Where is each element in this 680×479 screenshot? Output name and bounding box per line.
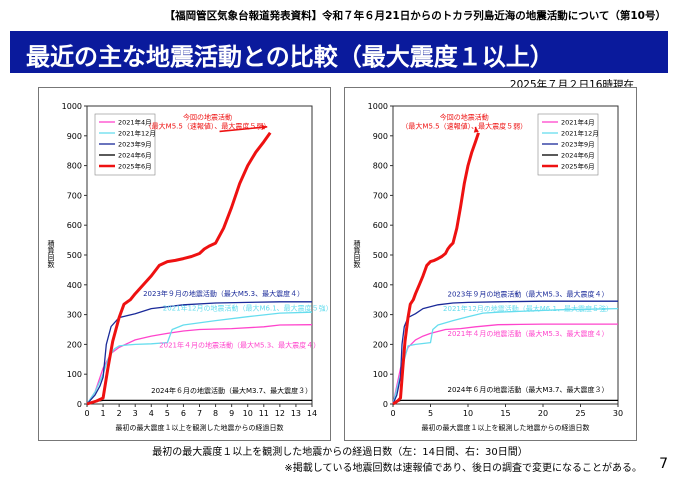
x-tick-label: 0 bbox=[390, 409, 395, 418]
legend-entry: 2021年4月 bbox=[118, 118, 152, 127]
annotation-text: 今回の地震活動 bbox=[183, 112, 232, 121]
x-tick-label: 4 bbox=[149, 409, 154, 418]
x-tick-label: 5 bbox=[428, 409, 433, 418]
x-tick-label: 5 bbox=[165, 409, 170, 418]
page-number: 7 bbox=[659, 456, 668, 472]
annotation-text: 2023年９月の地震活動（最大M5.3、最大震度４） bbox=[448, 290, 609, 299]
x-tick-label: 11 bbox=[259, 409, 269, 418]
series-line-2021年12月 bbox=[392, 307, 619, 405]
figure-caption: 最初の最大震度１以上を観測した地震からの経過日数（左：14日間、右：30日間） bbox=[152, 447, 528, 458]
legend-entry: 2025年6月 bbox=[118, 162, 152, 171]
y-tick-label: 1000 bbox=[368, 102, 388, 111]
legend-entry: 2025年6月 bbox=[561, 162, 595, 171]
y-tick-label: 200 bbox=[373, 340, 388, 349]
y-tick-label: 900 bbox=[373, 132, 388, 141]
annotation-text: 2021年４月の地震活動（最大M5.3、最大震度４） bbox=[159, 340, 320, 349]
x-tick-label: 10 bbox=[463, 409, 473, 418]
title-banner: 最近の主な地震活動との比較（最大震度１以上） bbox=[10, 31, 668, 73]
x-tick-label: 9 bbox=[229, 409, 234, 418]
chart-30-days: 0 100 200 300 400 500 600 700 800 900 1000 0 5 10 15 20… bbox=[353, 102, 623, 432]
annotation-text: 今回の地震活動 bbox=[440, 112, 489, 121]
y-tick-label: 500 bbox=[67, 251, 82, 260]
chart-panel-30-days: 0 100 200 300 400 500 600 700 800 900 1000 0 5 10 15 20… bbox=[344, 87, 637, 441]
x-tick-label: 0 bbox=[84, 409, 89, 418]
y-tick-label: 500 bbox=[373, 251, 388, 260]
x-tick-label: 2 bbox=[117, 409, 122, 418]
series-line-2025年6月 bbox=[86, 131, 272, 406]
x-axis-label: 最初の最大震度１以上を観測した地震からの経過日数 bbox=[422, 423, 590, 432]
y-tick-label: 700 bbox=[67, 191, 82, 200]
series-line-2024年6月 bbox=[392, 399, 618, 405]
y-tick-label: 200 bbox=[67, 340, 82, 349]
footnote: ※掲載している地震回数は速報値であり、後日の調査で変更になることがある。 bbox=[284, 463, 642, 474]
annotation-text: 2021年12月の地震活動（最大M6.1、最大震度５強） bbox=[443, 304, 613, 313]
annotation-text: （最大M5.5（速報値）、最大震度５弱） bbox=[401, 121, 527, 130]
legend-entry: 2023年9月 bbox=[118, 140, 152, 149]
series-line-2024年6月 bbox=[86, 399, 312, 405]
series-line-2021年12月 bbox=[86, 311, 313, 405]
y-tick-label: 800 bbox=[67, 162, 82, 171]
x-tick-label: 3 bbox=[133, 409, 138, 418]
legend-entry: 2021年12月 bbox=[118, 129, 156, 138]
x-tick-label: 7 bbox=[197, 409, 202, 418]
y-tick-label: 900 bbox=[67, 132, 82, 141]
x-tick-label: 13 bbox=[291, 409, 301, 418]
x-tick-label: 14 bbox=[307, 409, 317, 418]
legend-entry: 2021年4月 bbox=[561, 118, 595, 127]
annotation-arrow-line bbox=[219, 126, 268, 133]
x-tick-label: 1 bbox=[101, 409, 106, 418]
page-title: 最近の主な地震活動との比較（最大震度１以上） bbox=[26, 43, 554, 71]
y-tick-label: 100 bbox=[373, 370, 388, 379]
y-axis-label: 積算回数 bbox=[47, 239, 55, 269]
x-tick-label: 25 bbox=[575, 409, 585, 418]
y-tick-label: 300 bbox=[67, 311, 82, 320]
series-line-2023年9月 bbox=[392, 300, 618, 405]
annotation-text: 2021年12月の地震活動（最大M6.1、最大震度５強） bbox=[163, 304, 330, 313]
annotation-text: 2024年６月の地震活動（最大M3.7、最大震度３） bbox=[448, 385, 609, 394]
y-tick-label: 600 bbox=[373, 221, 388, 230]
y-tick-label: 800 bbox=[373, 162, 388, 171]
y-tick-label: 600 bbox=[67, 221, 82, 230]
series-line-2023年9月 bbox=[86, 301, 312, 405]
legend-entry: 2024年6月 bbox=[118, 151, 152, 160]
legend-entry: 2023年9月 bbox=[561, 140, 595, 149]
x-tick-label: 6 bbox=[181, 409, 186, 418]
series-line-2025年6月 bbox=[392, 132, 480, 406]
annotation-text: （最大M5.5（速報値）、最大震度５弱） bbox=[145, 121, 271, 130]
y-axis-label: 積算回数 bbox=[353, 239, 361, 269]
x-tick-label: 12 bbox=[275, 409, 285, 418]
x-tick-label: 15 bbox=[500, 409, 510, 418]
y-tick-label: 1000 bbox=[62, 102, 82, 111]
x-tick-label: 10 bbox=[243, 409, 253, 418]
y-tick-label: 0 bbox=[383, 400, 388, 409]
y-tick-label: 100 bbox=[67, 370, 82, 379]
annotation-text: 2023年９月の地震活動（最大M5.3、最大震度４） bbox=[143, 289, 304, 298]
y-tick-label: 0 bbox=[77, 400, 82, 409]
annotation-arrow-head bbox=[473, 126, 479, 133]
legend-entry: 2024年6月 bbox=[561, 151, 595, 160]
chart-panel-14-days: 0 100 200 300 400 500 600 700 800 900 1000 0 1 2 3 4 5 6 7… bbox=[38, 87, 331, 441]
y-tick-label: 400 bbox=[373, 281, 388, 290]
annotation-text: 2021年４月の地震活動（最大M5.3、最大震度４） bbox=[448, 329, 609, 338]
y-tick-label: 300 bbox=[373, 311, 388, 320]
annotation-text: 2024年６月の地震活動（最大M3.7、最大震度３） bbox=[151, 386, 312, 395]
y-tick-label: 700 bbox=[373, 191, 388, 200]
x-tick-label: 30 bbox=[613, 409, 623, 418]
x-tick-label: 8 bbox=[213, 409, 218, 418]
legend-entry: 2021年12月 bbox=[561, 129, 599, 138]
x-tick-label: 20 bbox=[538, 409, 548, 418]
y-tick-label: 400 bbox=[67, 281, 82, 290]
report-header: 【福岡管区気象台報道発表資料】令和７年６月21日からのトカラ列島近海の地震活動に… bbox=[164, 10, 666, 22]
annotation-arrow-head bbox=[261, 124, 268, 130]
x-axis-label: 最初の最大震度１以上を観測した地震からの経過日数 bbox=[116, 423, 284, 432]
